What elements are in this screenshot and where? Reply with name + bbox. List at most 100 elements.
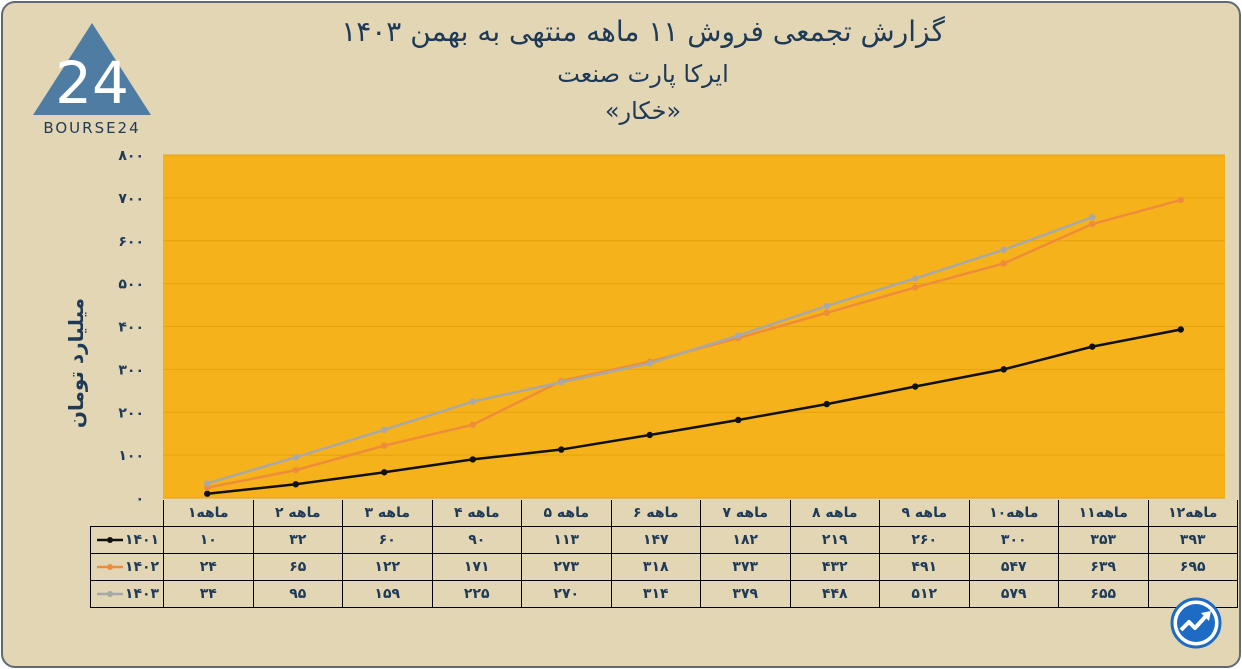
y-tick-label: ۴۰۰ (118, 320, 144, 336)
y-tick-label: ۳۰۰ (118, 362, 144, 378)
data-point (1000, 260, 1007, 267)
legend-label: ۱۴۰۳ (124, 586, 160, 602)
data-label: ۳۵۳ (1058, 526, 1149, 554)
legend-swatch (96, 591, 123, 597)
data-label: ۶۵۵ (1058, 580, 1149, 608)
data-label: ۵۱۲ (879, 580, 970, 608)
data-point (469, 398, 476, 405)
x-tick-label: ۱۰ماهه (968, 500, 1059, 527)
y-tick-label: ۸۰۰ (118, 148, 144, 164)
legend-entry: ۱۴۰۲ (90, 553, 164, 581)
y-tick-label: ۷۰۰ (118, 191, 144, 207)
series-line-0 (207, 328, 1181, 495)
table-row: ۱۴۰۲ ۲۴ ۶۵ ۱۲۲ ۱۷۱ ۲۷۳ ۳۱۸ ۳۷۳ ۴۳۲ ۴۹۱ ۵۴۷ ۶۳۹ ۶۹۵ (90, 553, 1238, 581)
x-tick-label: ۸ ماهه (789, 500, 880, 527)
data-point (912, 284, 919, 291)
x-tick-label: ۷ ماهه (700, 500, 791, 527)
y-tick-label: ۱۰۰ (118, 448, 144, 464)
company-name: ایرکا پارت صنعت (557, 60, 729, 88)
x-tick-label: ۱۱ماهه (1058, 500, 1149, 527)
legend-swatch (96, 537, 123, 543)
table-corner (91, 500, 164, 527)
data-label: ۶۵ (252, 553, 343, 581)
data-label: ۳۱۸ (610, 553, 701, 581)
legend-entry: ۱۴۰۳ (90, 580, 164, 608)
data-label: ۳۲ (252, 526, 343, 554)
logo-text: BOURSE24 (43, 119, 141, 137)
data-point (1089, 220, 1096, 228)
data-label: ۳۱۴ (610, 580, 701, 608)
data-point (1177, 196, 1184, 204)
bourse24-logo-icon: 24 BOURSE24 (30, 21, 154, 141)
table-row: ۱۴۰۳ ۳۴ ۹۵ ۱۵۹ ۲۲۵ ۲۷۰ ۳۱۴ ۳۷۹ ۴۴۸ ۵۱۲ ۵۷۹ ۶۵۵ (90, 580, 1238, 608)
data-label: ۹۵ (252, 580, 343, 608)
data-label: ۹۰ (431, 526, 522, 554)
data-point (823, 302, 830, 310)
data-label: ۱۲۲ (342, 553, 433, 581)
data-label: ۲۷۳ (521, 553, 612, 581)
x-tick-label: ۴ ماهه (431, 500, 522, 527)
legend-swatch (96, 564, 123, 570)
y-tick-label: ۶۰۰ (118, 234, 144, 250)
data-label: ۱۱۳ (521, 526, 612, 554)
trend-arrow-icon[interactable] (1170, 597, 1222, 649)
data-point (912, 383, 919, 390)
data-point (1177, 326, 1184, 333)
data-table: ۱ماهه ۲ ماهه ۳ ماهه ۴ ماهه ۵ ماهه ۶ ماهه ۷ ماه… (90, 500, 1238, 608)
data-label: ۶۳۹ (1058, 553, 1149, 581)
x-tick-label: ۲ ماهه (252, 500, 343, 527)
data-label: ۵۷۹ (968, 580, 1059, 608)
y-tick-label: ۲۰۰ (118, 405, 144, 421)
data-label: ۲۷۰ (521, 580, 612, 608)
data-label: ۱۵۹ (342, 580, 433, 608)
data-point (1089, 343, 1096, 350)
data-point (292, 481, 299, 488)
x-tick-label: ۵ ماهه (521, 500, 612, 527)
data-point (469, 421, 476, 428)
data-point (1000, 246, 1007, 253)
data-label: ۴۳۲ (789, 553, 880, 581)
data-label: ۱۴۷ (610, 526, 701, 554)
data-point (292, 466, 299, 474)
legend-entry: ۱۴۰۱ (90, 526, 164, 554)
x-tick-label: ۱ماهه (163, 500, 254, 527)
y-tick-label: ۵۰۰ (118, 277, 144, 293)
data-label: ۴۹۱ (879, 553, 970, 581)
x-tick-label: ۳ ماهه (342, 500, 433, 527)
ticker-symbol: «خکار» (604, 97, 682, 125)
data-point (1089, 213, 1096, 221)
data-point (381, 469, 388, 476)
data-point (558, 379, 565, 386)
data-label: ۱۰ (163, 526, 254, 554)
x-tick-label: ۶ ماهه (610, 500, 701, 527)
data-label: ۲۶۰ (879, 526, 970, 554)
logo-mark: 24 (55, 49, 129, 117)
data-label: ۲۲۵ (431, 580, 522, 608)
table-row: ۱۴۰۱ ۱۰ ۳۲ ۶۰ ۹۰ ۱۱۳ ۱۴۷ ۱۸۲ ۲۱۹ ۲۶۰ ۳۰۰ ۳۵۳ ۳۹۳ (90, 526, 1238, 554)
data-label: ۲۴ (163, 553, 254, 581)
data-point (823, 309, 830, 316)
data-point (469, 456, 476, 463)
x-tick-label: ۱۲ماهه (1147, 500, 1238, 527)
data-label: ۳۷۳ (700, 553, 791, 581)
data-point (381, 442, 388, 449)
data-label: ۳۰۰ (968, 526, 1059, 554)
data-point (558, 446, 565, 453)
data-label: ۶۹۵ (1147, 553, 1238, 581)
y-tick-label: ۰ (135, 491, 144, 507)
data-point (204, 480, 211, 487)
data-point (292, 454, 299, 461)
data-label: ۴۴۸ (789, 580, 880, 608)
legend-label: ۱۴۰۱ (124, 532, 160, 548)
data-label: ۳۴ (163, 580, 254, 608)
x-tick-label: ۹ ماهه (879, 500, 970, 527)
data-label: ۵۴۷ (968, 553, 1059, 581)
data-label: ۱۷۱ (431, 553, 522, 581)
legend-label: ۱۴۰۲ (124, 559, 160, 575)
data-point (735, 332, 742, 339)
data-point (381, 426, 388, 434)
data-point (204, 490, 211, 497)
data-label: ۳۹۳ (1147, 526, 1238, 554)
chart-title: گزارش تجمعی فروش ۱۱ ماهه منتهی به بهمن ۱… (341, 15, 945, 48)
